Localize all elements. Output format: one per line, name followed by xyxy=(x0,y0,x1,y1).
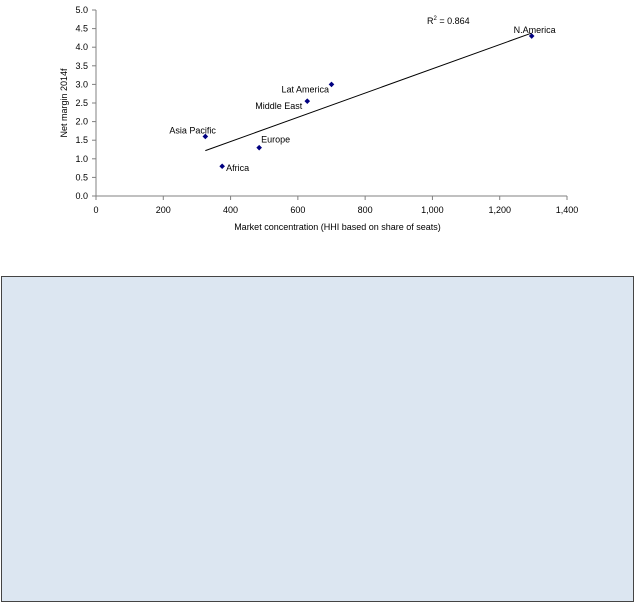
y-tick-label: 2.0 xyxy=(75,117,88,127)
data-point-label: N.America xyxy=(514,25,556,35)
data-point-label: Lat America xyxy=(282,84,330,94)
data-point xyxy=(304,98,311,104)
x-axis-label: Market concentration (HHI based on share… xyxy=(234,222,441,232)
data-point-label: Africa xyxy=(226,163,249,173)
y-tick-label: 4.5 xyxy=(75,24,88,34)
r-squared-annotation: R2 = 0.864 xyxy=(427,16,470,26)
y-tick-label: 1.0 xyxy=(75,154,88,164)
y-tick-label: 0.0 xyxy=(75,191,88,201)
y-tick-label: 2.5 xyxy=(75,98,88,108)
data-point-label: Europe xyxy=(261,135,290,145)
data-point-label: Middle East xyxy=(255,101,303,111)
blank-panel xyxy=(1,276,634,602)
trendline xyxy=(205,32,532,152)
x-tick-label: 600 xyxy=(290,205,305,215)
axes: 0 200 400 600 800 1,000 1,200 1,400 0.0 0.5 1.0 1.… xyxy=(75,5,578,215)
x-tick-label: 1,400 xyxy=(556,205,579,215)
x-tick-label: 0 xyxy=(93,205,98,215)
y-tick-label: 0.5 xyxy=(75,172,88,182)
y-ticks: 0.0 0.5 1.0 1.5 2.0 2.5 3.0 3.5 4.0 4.5 5.0 xyxy=(75,5,96,201)
x-tick-label: 400 xyxy=(223,205,238,215)
y-tick-label: 5.0 xyxy=(75,5,88,15)
data-point xyxy=(328,81,335,88)
x-tick-label: 1,200 xyxy=(488,205,511,215)
x-tick-label: 200 xyxy=(156,205,171,215)
data-point xyxy=(528,33,535,39)
data-point-label: Asia Pacific xyxy=(169,125,216,135)
scatter-chart: 0 200 400 600 800 1,000 1,200 1,400 0.0 0.5 1.0 1.… xyxy=(59,5,578,232)
x-tick-label: 800 xyxy=(358,205,373,215)
data-point xyxy=(202,133,209,140)
data-point xyxy=(219,163,225,170)
y-axis-label: Net margin 2014f xyxy=(59,68,69,138)
y-tick-label: 3.0 xyxy=(75,79,88,89)
x-ticks: 0 200 400 600 800 1,000 1,200 1,400 xyxy=(93,196,578,215)
y-tick-label: 3.5 xyxy=(75,61,88,71)
data-points: N.America Lat America Middle East Asia Paci… xyxy=(169,25,555,173)
data-point xyxy=(256,144,262,151)
y-tick-label: 1.5 xyxy=(75,135,88,145)
y-tick-label: 4.0 xyxy=(75,42,88,52)
x-tick-label: 1,000 xyxy=(421,205,444,215)
